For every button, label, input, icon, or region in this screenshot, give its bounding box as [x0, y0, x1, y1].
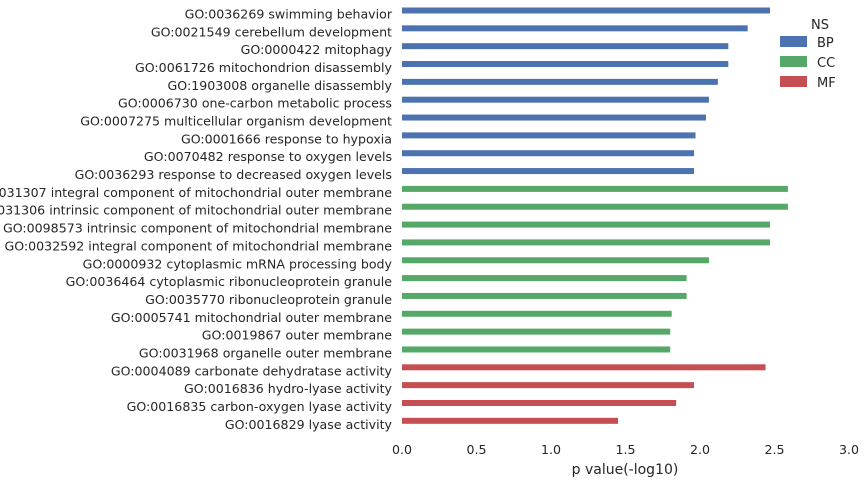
- y-tick-label: GO:0036293 response to decreased oxygen …: [75, 167, 392, 182]
- x-axis-label: p value(-log10): [572, 462, 679, 478]
- x-tick-label: 3.0: [839, 442, 859, 457]
- bar: [402, 132, 696, 139]
- bar: [402, 346, 671, 353]
- x-tick-labels: 0.0 0.5 1.0 1.5 2.0 2.5 3.0: [392, 442, 859, 457]
- legend-swatch: [780, 36, 807, 47]
- x-tick-label: 2.0: [690, 442, 710, 457]
- bar: [402, 168, 695, 175]
- y-tick-label: GO:0031968 organelle outer membrane: [139, 345, 392, 360]
- bar: [402, 221, 771, 228]
- bar: [402, 7, 771, 14]
- bar: [402, 275, 687, 282]
- bar: [402, 239, 771, 246]
- y-tick-label: GO:0031307 integral component of mitocho…: [0, 185, 392, 200]
- bar: [402, 310, 672, 317]
- y-tick-label: GO:0007275 multicellular organism develo…: [80, 114, 392, 129]
- bar: [402, 114, 706, 121]
- y-tick-label: GO:0004089 carbonate dehydratase activit…: [111, 363, 393, 378]
- bar: [402, 78, 718, 85]
- bars-layer: [402, 7, 788, 424]
- y-tick-label: GO:0036269 swimming behavior: [185, 7, 393, 22]
- bar: [402, 399, 677, 406]
- y-tick-label: GO:0001666 response to hypoxia: [181, 131, 392, 146]
- bar: [402, 96, 709, 103]
- legend-label: MF: [817, 76, 836, 91]
- y-tick-labels: GO:0036269 swimming behavior GO:0021549 c…: [0, 7, 393, 432]
- bar: [402, 150, 695, 157]
- legend-swatch: [780, 56, 807, 67]
- y-tick-label: GO:0016829 lyase activity: [225, 417, 393, 432]
- y-tick-label: GO:0021549 cerebellum development: [151, 24, 392, 39]
- y-tick-label: GO:0098573 intrinsic component of mitoch…: [3, 221, 392, 236]
- bar: [402, 328, 671, 335]
- x-tick-label: 2.5: [764, 442, 784, 457]
- bar: [402, 61, 729, 68]
- bar: [402, 185, 788, 192]
- x-tick-label: 0.0: [392, 442, 412, 457]
- legend-swatch: [780, 76, 807, 87]
- y-tick-label: GO:0070482 response to oxygen levels: [144, 149, 392, 164]
- x-tick-label: 1.5: [615, 442, 635, 457]
- y-tick-label: GO:0016836 hydro-lyase activity: [184, 381, 393, 396]
- y-tick-label: GO:0035770 ribonucleoprotein granule: [145, 292, 392, 307]
- y-tick-label: GO:0036464 cytoplasmic ribonucleoprotein…: [66, 274, 393, 289]
- bar: [402, 257, 709, 264]
- bar: [402, 203, 788, 210]
- legend-title: NS: [811, 18, 829, 33]
- bar: [402, 25, 748, 32]
- y-tick-label: GO:0016835 carbon-oxygen lyase activity: [127, 399, 393, 414]
- legend-items: BP CC MF: [780, 36, 836, 91]
- legend-label: CC: [817, 56, 835, 71]
- x-tick-label: 1.0: [541, 442, 561, 457]
- x-tick-label: 0.5: [466, 442, 486, 457]
- y-tick-label: GO:0005741 mitochondrial outer membrane: [111, 310, 392, 325]
- y-tick-label: GO:0061726 mitochondrion disassembly: [135, 60, 393, 75]
- legend-label: BP: [817, 36, 834, 51]
- y-tick-label: GO:0000422 mitophagy: [241, 42, 393, 57]
- y-tick-label: GO:0019867 outer membrane: [202, 328, 392, 343]
- bar: [402, 43, 729, 50]
- y-tick-label: GO:0032592 integral component of mitocho…: [4, 238, 392, 253]
- bar: [402, 364, 766, 371]
- bar: [402, 382, 695, 389]
- bar: [402, 417, 619, 424]
- y-tick-label: GO:0000932 cytoplasmic mRNA processing b…: [83, 256, 393, 271]
- y-tick-label: GO:1903008 organelle disassembly: [168, 78, 393, 93]
- bar: [402, 292, 687, 299]
- y-tick-label: GO:0031306 intrinsic component of mitoch…: [0, 203, 392, 218]
- y-tick-label: GO:0006730 one-carbon metabolic process: [118, 96, 392, 111]
- legend: NS BP CC MF: [780, 18, 836, 91]
